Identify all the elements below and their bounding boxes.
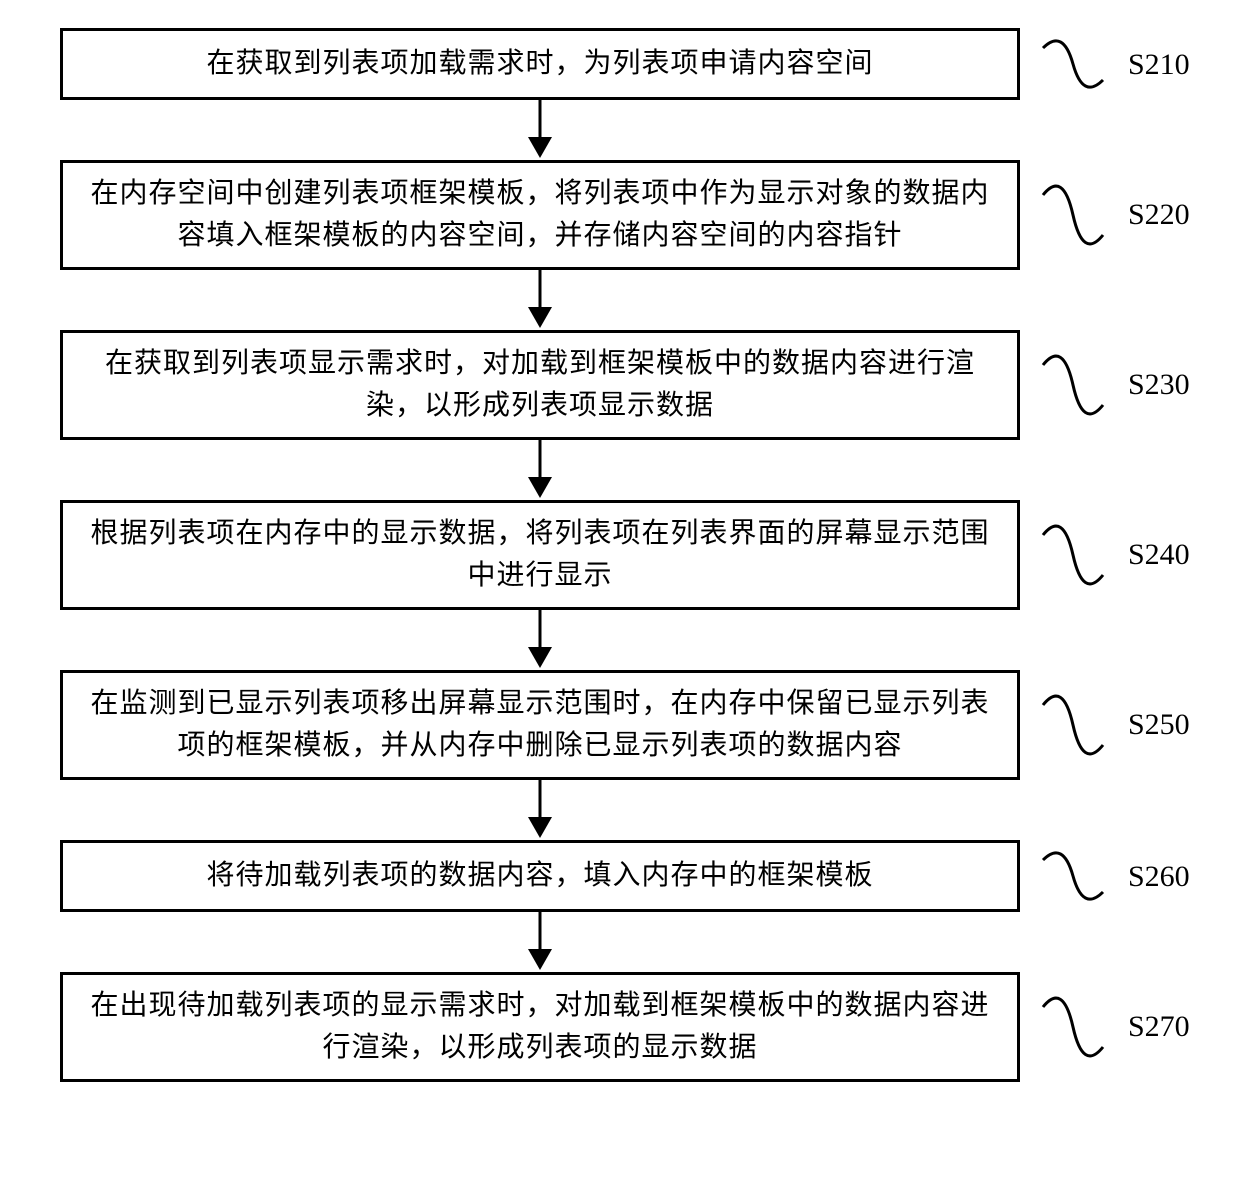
- step-box-s220: 在内存空间中创建列表项框架模板，将列表项中作为显示对象的数据内容填入框架模板的内…: [60, 160, 1020, 270]
- step-box-s260: 将待加载列表项的数据内容，填入内存中的框架模板: [60, 840, 1020, 912]
- brace-s260: [1038, 840, 1108, 912]
- step-label-s210: S210: [1128, 48, 1190, 82]
- flowchart-canvas: 在获取到列表项加载需求时，为列表项申请内容空间 S210 在内存空间中创建列表项…: [0, 0, 1240, 1193]
- brace-s240: [1038, 505, 1108, 605]
- brace-s210: [1038, 28, 1108, 100]
- step-text: 在监测到已显示列表项移出屏幕显示范围时，在内存中保留已显示列表项的框架模板，并从…: [83, 683, 997, 767]
- step-text: 在获取到列表项显示需求时，对加载到框架模板中的数据内容进行渲染，以形成列表项显示…: [83, 343, 997, 427]
- step-box-s240: 根据列表项在内存中的显示数据，将列表项在列表界面的屏幕显示范围中进行显示: [60, 500, 1020, 610]
- step-label-s240: S240: [1128, 538, 1190, 572]
- step-box-s250: 在监测到已显示列表项移出屏幕显示范围时，在内存中保留已显示列表项的框架模板，并从…: [60, 670, 1020, 780]
- step-label-s270: S270: [1128, 1010, 1190, 1044]
- step-label-s220: S220: [1128, 198, 1190, 232]
- brace-s220: [1038, 165, 1108, 265]
- step-box-s230: 在获取到列表项显示需求时，对加载到框架模板中的数据内容进行渲染，以形成列表项显示…: [60, 330, 1020, 440]
- step-text: 将待加载列表项的数据内容，填入内存中的框架模板: [206, 855, 873, 897]
- step-text: 在出现待加载列表项的显示需求时，对加载到框架模板中的数据内容进行渲染，以形成列表…: [83, 985, 997, 1069]
- step-label-s230: S230: [1128, 368, 1190, 402]
- step-label-s260: S260: [1128, 860, 1190, 894]
- step-text: 在获取到列表项加载需求时，为列表项申请内容空间: [206, 43, 873, 85]
- brace-s270: [1038, 977, 1108, 1077]
- step-label-s250: S250: [1128, 708, 1190, 742]
- brace-s250: [1038, 675, 1108, 775]
- step-text: 根据列表项在内存中的显示数据，将列表项在列表界面的屏幕显示范围中进行显示: [83, 513, 997, 597]
- brace-s230: [1038, 335, 1108, 435]
- step-box-s270: 在出现待加载列表项的显示需求时，对加载到框架模板中的数据内容进行渲染，以形成列表…: [60, 972, 1020, 1082]
- step-box-s210: 在获取到列表项加载需求时，为列表项申请内容空间: [60, 28, 1020, 100]
- step-text: 在内存空间中创建列表项框架模板，将列表项中作为显示对象的数据内容填入框架模板的内…: [83, 173, 997, 257]
